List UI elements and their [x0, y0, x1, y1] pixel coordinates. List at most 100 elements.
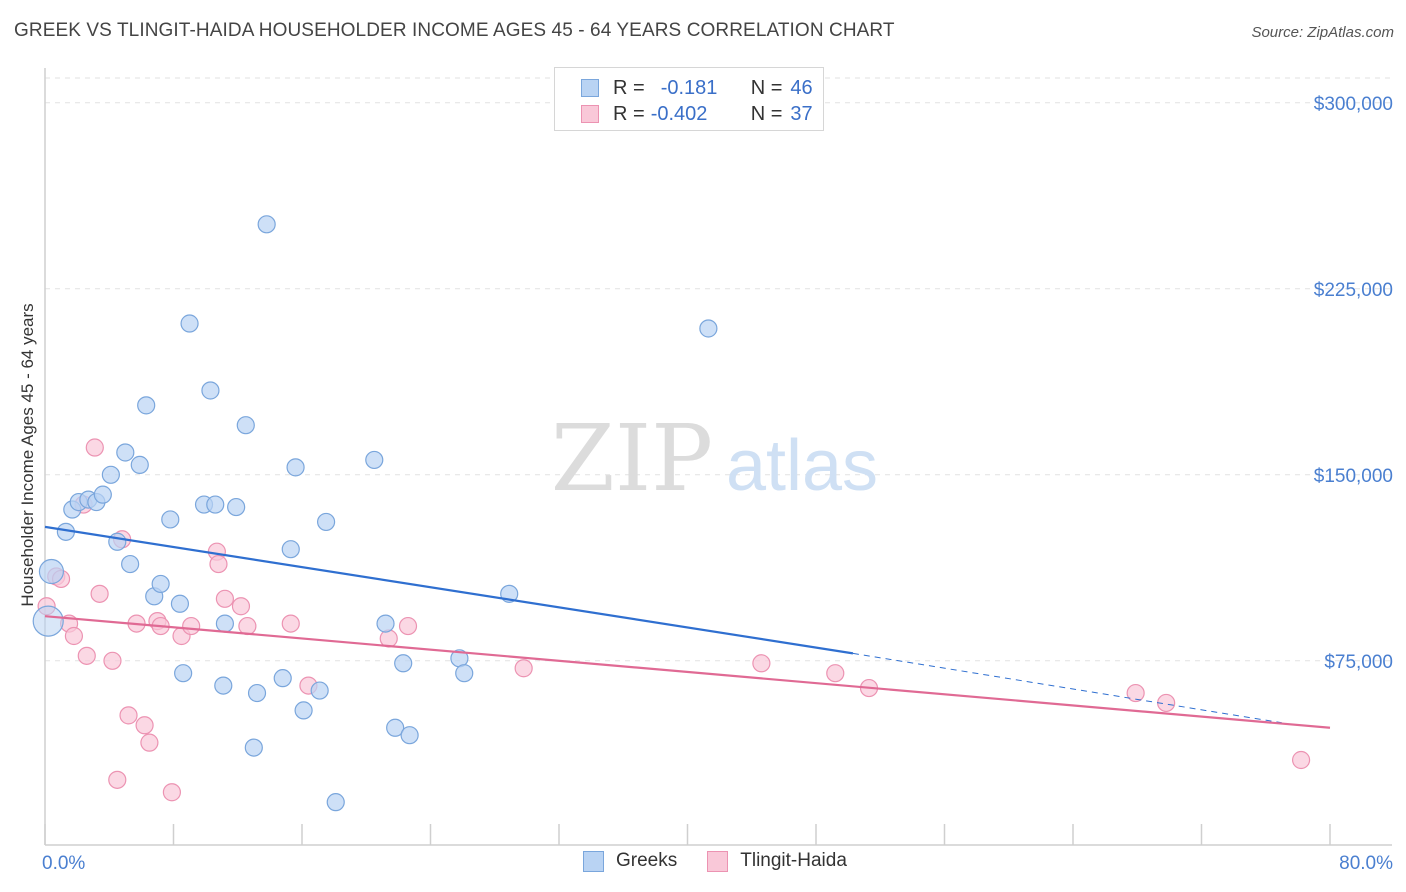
source-label: Source: ZipAtlas.com — [1251, 24, 1394, 41]
tlingit-haida-point — [231, 597, 251, 616]
tlingit-haida-point — [85, 438, 104, 457]
tlingit-haida-point — [90, 584, 109, 603]
greek-point — [376, 614, 395, 633]
legend-r-label: R = — [613, 102, 645, 125]
greek-point — [108, 532, 127, 551]
legend-r-label: R = — [613, 76, 645, 99]
greek-point — [294, 701, 313, 720]
greek-point — [386, 718, 405, 737]
greeks-trend-line — [44, 525, 854, 655]
greek-point — [316, 512, 336, 532]
tlingit-haida-point — [215, 589, 234, 608]
greek-point — [257, 215, 276, 234]
x-tick-label: 80.0% — [1339, 853, 1393, 874]
watermark-atlas: atlas — [726, 426, 878, 506]
y-tick-label: $225,000 — [1314, 280, 1393, 301]
greek-point — [121, 554, 140, 574]
legend-swatch-greeks — [583, 850, 604, 872]
greek-point — [101, 465, 120, 484]
legend-swatch-tlingit-haida — [581, 105, 599, 123]
axes — [44, 68, 1392, 846]
tlingit-haida-point — [752, 654, 771, 673]
greek-point — [273, 669, 292, 688]
legend-r-tlingit-haida: -0.402 — [650, 102, 708, 125]
legend-label-greeks: Greeks — [616, 850, 678, 871]
trend-lines — [44, 525, 1331, 729]
tlingit-haida-point — [119, 706, 138, 725]
y-tick-labels: $75,000 $150,000 $225,000 $300,000 — [1314, 94, 1393, 673]
legend-r-greeks: -0.181 — [660, 76, 718, 99]
tlingit-haida-point — [182, 616, 201, 636]
legend-item-greeks: Greeks — [583, 850, 677, 872]
chart-title: GREEK VS TLINGIT-HAIDA HOUSEHOLDER INCOM… — [14, 20, 895, 41]
greek-point — [244, 738, 263, 757]
series-legend: Greeks Tlingit-Haida — [583, 850, 877, 872]
greek-point — [247, 683, 267, 703]
greek-point — [326, 793, 345, 812]
watermark: ZIP atlas — [551, 405, 878, 512]
greek-point — [699, 319, 718, 338]
legend-swatch-tlingit-haida — [707, 850, 729, 872]
greek-point — [174, 664, 193, 683]
y-tick-label: $300,000 — [1314, 94, 1393, 115]
greek-point — [227, 497, 246, 517]
x-tick-label: 0.0% — [42, 853, 85, 874]
greeks-trend-extension — [852, 652, 1282, 724]
legend-n-tlingit-haida: 37 — [790, 102, 813, 125]
tlingit-haida-point — [77, 646, 96, 665]
watermark-zip: ZIP — [551, 405, 713, 512]
tlingit-haida-point — [238, 616, 257, 636]
greek-point — [214, 676, 233, 695]
tlingit-haida-point — [103, 651, 122, 670]
greek-point — [281, 540, 300, 559]
legend-swatch-greeks — [581, 79, 599, 97]
tlingit-haida-point — [162, 783, 181, 802]
greek-point — [93, 485, 112, 504]
y-tick-label: $75,000 — [1324, 652, 1393, 673]
greek-point — [151, 574, 170, 594]
tlingit-haida-point — [826, 664, 845, 683]
greek-point — [201, 381, 220, 400]
legend-label-tlingit-haida: Tlingit-Haida — [740, 850, 847, 871]
tlingit-haida-point — [398, 616, 418, 636]
grid-lines — [45, 77, 1392, 662]
greek-point — [310, 681, 329, 700]
tlingit-haida-point — [108, 770, 127, 789]
y-tick-label: $150,000 — [1314, 466, 1393, 487]
greek-point — [215, 614, 234, 633]
greek-point — [137, 396, 156, 415]
y-axis-label: Householder Income Ages 45 - 64 years — [18, 303, 37, 606]
series-greeks-points — [32, 215, 718, 812]
greek-point — [38, 558, 65, 585]
greek-point — [286, 458, 305, 477]
stats-legend: R = -0.181 N = 46 R = -0.402 N = 37 — [554, 67, 824, 131]
greek-point — [206, 495, 225, 514]
greek-point — [130, 455, 149, 474]
legend-item-tlingit-haida: Tlingit-Haida — [707, 850, 847, 872]
tlingit-haida-point — [64, 626, 84, 646]
greek-point — [236, 416, 255, 435]
tlingit-haida-point — [140, 733, 159, 752]
tlingit-haida-point — [135, 716, 154, 735]
greek-point — [394, 654, 413, 673]
tlingit-haida-point — [281, 614, 300, 633]
legend-n-label: N = — [750, 102, 783, 125]
greek-point — [116, 443, 135, 462]
x-tick-labels: 0.0% 80.0% — [42, 853, 1393, 874]
greek-point — [32, 605, 64, 637]
tlingit-haida-point — [514, 659, 533, 678]
greek-point — [161, 510, 180, 529]
tlingit-haida-trend-line — [44, 615, 1331, 729]
tlingit-haida-point — [1126, 683, 1145, 703]
legend-n-label: N = — [750, 76, 783, 99]
tlingit-haida-point — [1291, 750, 1311, 770]
greek-point — [180, 314, 199, 333]
greek-point — [400, 726, 419, 745]
greek-point — [365, 450, 384, 470]
tlingit-haida-point — [209, 554, 228, 574]
legend-row-greeks: R = -0.181 N = 46 — [581, 76, 813, 100]
legend-n-greeks: 46 — [790, 76, 813, 99]
greek-point — [455, 664, 474, 683]
greek-point — [170, 594, 190, 613]
